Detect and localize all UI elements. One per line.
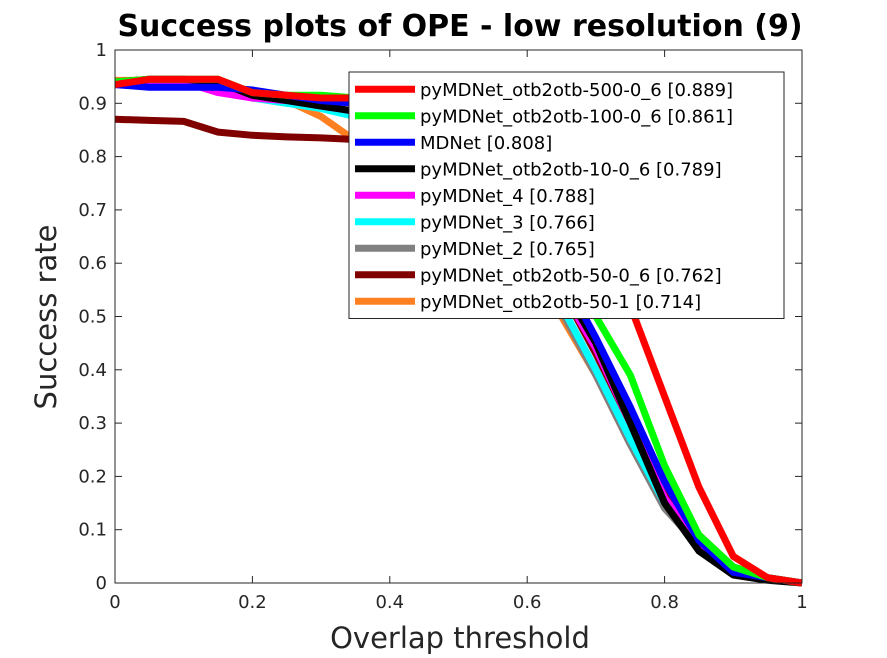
y-tick-label: 0.8 <box>78 147 107 168</box>
legend-entry-label: pyMDNet_4 [0.788] <box>420 186 595 207</box>
legend-entry-label: pyMDNet_otb2otb-50-1 [0.714] <box>420 292 701 313</box>
legend-entry-label: pyMDNet_2 [0.765] <box>420 239 595 260</box>
y-tick-label: 0.9 <box>78 93 107 114</box>
y-tick-label: 0 <box>96 573 107 594</box>
y-tick-label: 0.7 <box>78 200 107 221</box>
legend-entry-label: pyMDNet_otb2otb-10-0_6 [0.789] <box>420 159 722 180</box>
x-tick-label: 0.8 <box>650 592 679 613</box>
legend: pyMDNet_otb2otb-500-0_6 [0.889] pyMDNet_o… <box>348 71 785 319</box>
legend-entry-label: pyMDNet_otb2otb-500-0_6 [0.889] <box>420 80 733 101</box>
x-tick-label: 1 <box>796 592 807 613</box>
y-tick-label: 0.1 <box>78 520 107 541</box>
y-tick-label: 0.4 <box>78 360 107 381</box>
x-tick-label: 0.2 <box>238 592 267 613</box>
x-tick-label: 0 <box>109 592 120 613</box>
legend-entry-label: pyMDNet_otb2otb-50-0_6 [0.762] <box>420 265 722 286</box>
x-tick-label: 0.4 <box>375 592 404 613</box>
y-tick-label: 1 <box>96 40 107 61</box>
legend-entry-label: pyMDNet_otb2otb-100-0_6 [0.861] <box>420 106 733 127</box>
y-tick-label: 0.5 <box>78 307 107 328</box>
x-axis-label: Overlap threshold <box>330 621 590 655</box>
y-tick-label: 0.3 <box>78 413 107 434</box>
x-tick-label: 0.6 <box>513 592 542 613</box>
legend-entry-label: MDNet [0.808] <box>420 133 552 154</box>
legend-entry-label: pyMDNet_3 [0.766] <box>420 212 595 233</box>
legend-box <box>348 71 785 319</box>
y-tick-label: 0.2 <box>78 466 107 487</box>
chart-title: Success plots of OPE - low resolution (9… <box>117 9 802 44</box>
y-axis-label: Success rate <box>29 225 63 410</box>
y-tick-label: 0.6 <box>78 253 107 274</box>
